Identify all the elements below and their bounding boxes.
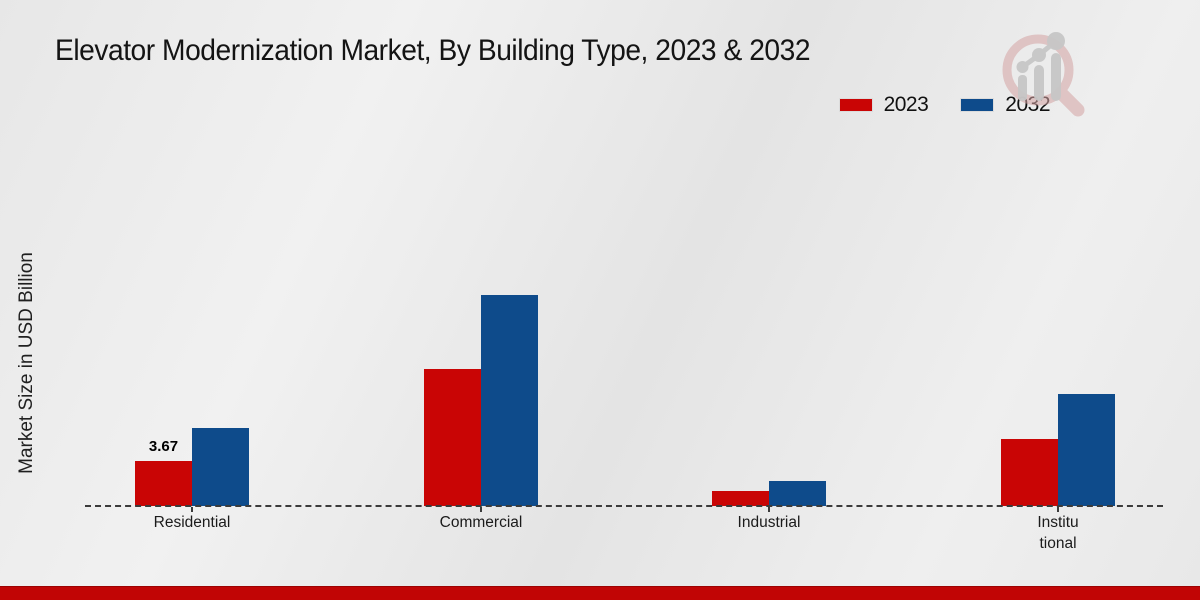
legend-swatch-2032	[960, 98, 995, 112]
x-axis-tick	[191, 507, 193, 512]
x-axis-tick	[480, 507, 482, 512]
legend-swatch-2023	[838, 98, 873, 112]
x-axis-category-label: Industrial	[737, 514, 801, 531]
bar-2023-commercial	[424, 369, 481, 506]
bar-2032-industrial	[769, 481, 826, 506]
bar-2032-residential	[192, 428, 249, 506]
bar-2023-institutional	[1001, 439, 1058, 506]
x-axis-category-label: Commercial	[439, 514, 523, 531]
bar-2032-commercial	[481, 295, 538, 506]
bar-2023-residential	[135, 461, 192, 506]
x-axis-tick	[768, 507, 770, 512]
brand-watermark-logo	[1002, 32, 1085, 117]
growth-bars-icon	[1016, 32, 1065, 101]
chart-title: Elevator Modernization Market, By Buildi…	[55, 34, 811, 67]
footer-bar	[0, 586, 1200, 600]
bar-value-label: 3.67	[148, 438, 179, 455]
bar-2032-institutional	[1058, 394, 1115, 506]
x-axis-baseline	[85, 505, 1163, 507]
magnifier-icon	[1002, 34, 1085, 117]
x-axis-category-label: Residential	[153, 514, 231, 531]
legend-item-2023: 2023	[838, 93, 929, 117]
x-axis-category-label: Institu tional	[1037, 514, 1079, 552]
legend-label: 2023	[883, 93, 929, 116]
bar-2023-industrial	[712, 491, 769, 506]
x-axis-tick	[1057, 507, 1059, 512]
